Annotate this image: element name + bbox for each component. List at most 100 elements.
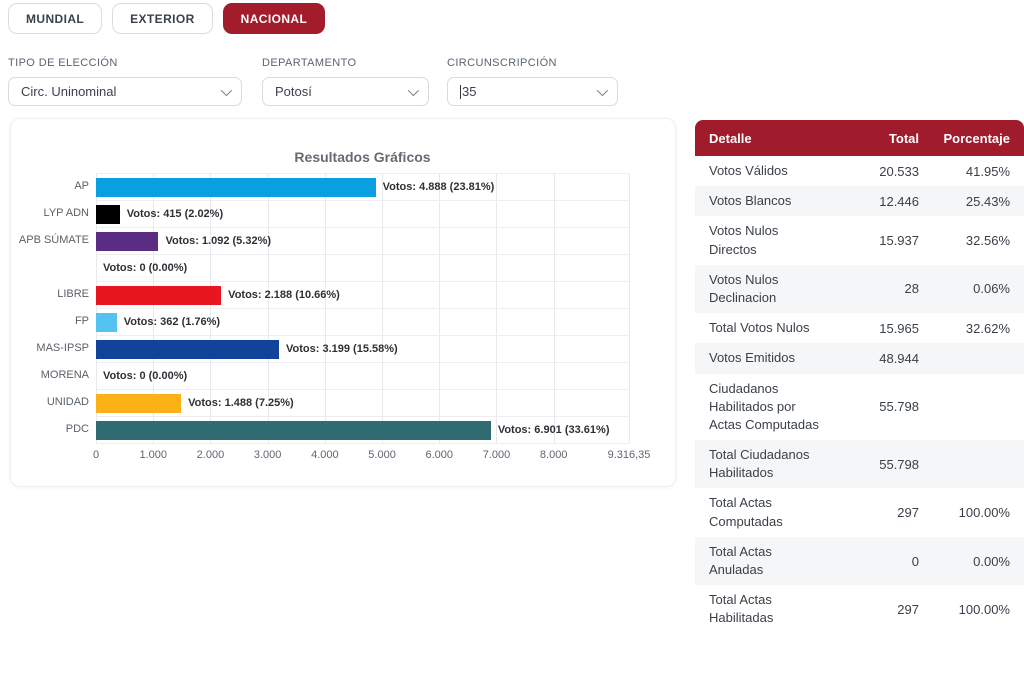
- cell-total: 12.446: [879, 193, 919, 209]
- tab-nacional[interactable]: NACIONAL: [222, 3, 326, 34]
- cell-porcentaje: 0.00%: [973, 553, 1010, 569]
- table-row: Total Votos Nulos 15.965 32.62%: [695, 313, 1024, 343]
- bar-pdc[interactable]: [96, 420, 491, 440]
- cell-total: 297: [897, 601, 919, 617]
- y-axis-label: [11, 254, 89, 281]
- cell-total: 28: [904, 281, 919, 297]
- cell-total: 0: [911, 553, 919, 569]
- x-axis-tick-label: 0: [92, 449, 100, 461]
- table-row: Votos Nulos Declinacion 28 0.06%: [695, 264, 1024, 314]
- filter-tipo-de-eleccion: TIPO DE ELECCIÓN Circ. Uninominal: [8, 57, 242, 106]
- cell-detalle: Total Actas Computadas: [709, 495, 783, 529]
- chevron-down-icon: [407, 84, 420, 96]
- x-axis-tick-label: 7.000: [482, 449, 511, 461]
- y-axis-label: FP: [74, 315, 89, 327]
- chevron-down-icon: [596, 84, 609, 96]
- table-row: Total Ciudadanos Habilitados 55.798: [695, 440, 1024, 489]
- table-row: Total Actas Computadas 297 100.00%: [695, 488, 1024, 536]
- tipo-de-eleccion-label: TIPO DE ELECCIÓN: [8, 57, 118, 69]
- cell-detalle: Votos Blancos: [709, 193, 792, 209]
- cell-porcentaje: 25.43%: [965, 193, 1010, 209]
- x-axis-tick-label: 4.000: [311, 449, 339, 461]
- bar-value-label: Votos: 2.188 (10.66%): [228, 289, 340, 301]
- table-row: Votos Válidos 20.533 41.95%: [695, 156, 1024, 186]
- bar-ap[interactable]: [96, 177, 376, 197]
- bar-mas-ipsp[interactable]: [96, 339, 280, 359]
- bar-lyp-adn[interactable]: [96, 204, 120, 224]
- cell-detalle: Votos Emitidos: [709, 350, 795, 366]
- table-row: Ciudadanos Habilitados por Actas Computa…: [695, 374, 1024, 441]
- y-axis-label: APB SÚMATE: [18, 234, 89, 246]
- bar-value-label: Votos: 6.901 (33.61%): [497, 424, 610, 436]
- bar-value-label: Votos: 0 (0.00%): [103, 370, 188, 382]
- chevron-down-icon: [220, 84, 233, 96]
- cell-detalle: Total Actas Anuladas: [709, 543, 772, 577]
- chart-title: Resultados Gráficos: [294, 149, 431, 165]
- column-header-porcentaje: Porcentaje: [943, 130, 1010, 146]
- chart-row: Votos: 4.888 (23.81%): [96, 174, 629, 201]
- cell-detalle: Total Actas Habilitadas: [709, 592, 774, 626]
- cell-total: 297: [897, 505, 919, 521]
- cell-total: 55.798: [879, 399, 919, 415]
- results-table: Detalle Total Porcentaje Votos Válidos 20…: [695, 120, 1024, 634]
- bar-fp[interactable]: [96, 312, 117, 332]
- cell-porcentaje: 100.00%: [958, 601, 1010, 617]
- cell-detalle: Votos Nulos Declinacion: [709, 271, 779, 305]
- chart-y-axis-labels: AP LYP ADN APB SÚMATE LIBRE FP MAS-IPSP MORENA…: [11, 173, 89, 443]
- y-axis-label: LIBRE: [57, 288, 89, 300]
- cell-porcentaje: 0.06%: [973, 281, 1010, 297]
- y-axis-label: PDC: [65, 423, 89, 435]
- chart-plot-area: Votos: 4.888 (23.81%) Votos: 415 (2.02%) V…: [96, 173, 630, 444]
- chart-row: Votos: 1.092 (5.32%): [96, 228, 629, 255]
- y-axis-label: MORENA: [40, 369, 89, 381]
- chart-row: Votos: 0 (0.00%): [96, 363, 629, 390]
- table-body: Votos Válidos 20.533 41.95% Votos Blancos 12…: [695, 156, 1024, 634]
- chart-row: Votos: 415 (2.02%): [96, 201, 629, 228]
- tab-exterior[interactable]: EXTERIOR: [112, 3, 213, 34]
- cell-total: 48.944: [879, 350, 919, 366]
- bar-value-label: Votos: 3.199 (15.58%): [286, 343, 398, 355]
- x-axis-tick-label: 5.000: [368, 449, 396, 461]
- column-header-detalle: Detalle: [709, 130, 752, 146]
- chart-x-axis-ticks: 0 1.000 2.000 3.000 4.000 5.000 6.000 7.000 8.00…: [92, 449, 650, 465]
- table-row: Total Actas Anuladas 0 0.00%: [695, 536, 1024, 586]
- x-axis-tick-label: 8.000: [539, 449, 568, 461]
- chart-row: Votos: 6.901 (33.61%): [96, 417, 629, 444]
- tipo-de-eleccion-value: Circ. Uninominal: [21, 84, 117, 99]
- cell-porcentaje: 41.95%: [965, 163, 1010, 179]
- gridline: [629, 174, 630, 443]
- cell-detalle: Total Votos Nulos: [709, 320, 810, 336]
- bar-value-label: Votos: 1.092 (5.32%): [165, 235, 272, 247]
- departamento-select[interactable]: Potosí: [262, 77, 429, 106]
- x-axis-tick-label: 3.000: [253, 449, 282, 461]
- y-axis-label: LYP ADN: [43, 207, 89, 219]
- scope-tabs: MUNDIAL EXTERIOR NACIONAL: [8, 3, 326, 34]
- circunscripcion-select[interactable]: 35: [447, 77, 618, 106]
- bar-unidad[interactable]: [96, 393, 182, 413]
- x-axis-tick-label: 9.316,35: [607, 449, 651, 461]
- bar-libre[interactable]: [96, 285, 222, 305]
- tab-mundial[interactable]: MUNDIAL: [8, 3, 103, 34]
- table-header-row: Detalle Total Porcentaje: [695, 120, 1024, 156]
- departamento-value: Potosí: [275, 84, 312, 99]
- departamento-label: DEPARTAMENTO: [262, 57, 357, 69]
- x-axis-tick-label: 1.000: [139, 449, 167, 461]
- y-axis-label: AP: [74, 180, 89, 192]
- cell-porcentaje: 100.00%: [958, 505, 1010, 521]
- cell-total: 55.798: [879, 456, 919, 472]
- cell-detalle: Total Ciudadanos Habilitados: [709, 447, 810, 481]
- circunscripcion-label: CIRCUNSCRIPCIÓN: [447, 57, 557, 69]
- cell-total: 15.965: [879, 320, 919, 336]
- table-row: Votos Emitidos 48.944: [695, 343, 1024, 374]
- bar-apb-s-mate[interactable]: [96, 231, 159, 251]
- filter-departamento: DEPARTAMENTO Potosí: [262, 57, 429, 106]
- bar-value-label: Votos: 4.888 (23.81%): [382, 181, 495, 193]
- tipo-de-eleccion-select[interactable]: Circ. Uninominal: [8, 77, 242, 106]
- chart-row: Votos: 3.199 (15.58%): [96, 336, 629, 363]
- table-row: Votos Blancos 12.446 25.43%: [695, 186, 1024, 217]
- bar-value-label: Votos: 415 (2.02%): [126, 208, 224, 220]
- x-axis-tick-label: 2.000: [196, 449, 225, 461]
- column-header-total: Total: [888, 130, 919, 146]
- chart-row: Votos: 1.488 (7.25%): [96, 390, 629, 417]
